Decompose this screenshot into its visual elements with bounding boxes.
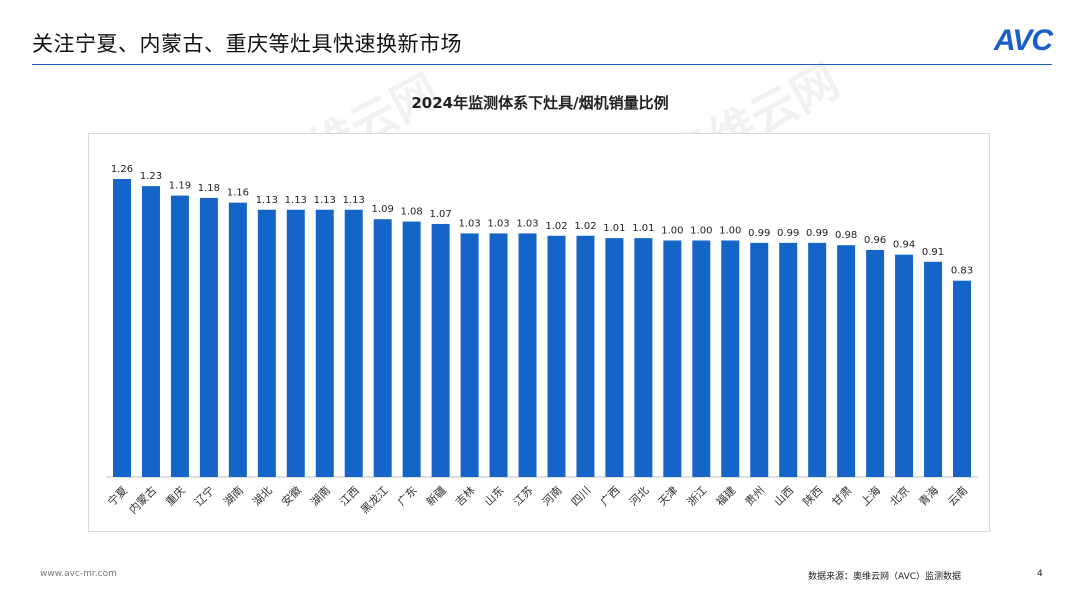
bar-青海	[924, 261, 943, 477]
data-label: 0.99	[748, 228, 770, 239]
x-tick-label: 上海	[858, 483, 883, 508]
bar-江苏	[518, 233, 537, 477]
bar-湖北	[257, 209, 276, 477]
bar-广东	[402, 221, 421, 477]
data-label: 1.23	[140, 171, 162, 182]
bar-辽宁	[199, 197, 218, 478]
bar-广西	[605, 238, 624, 477]
bar-北京	[895, 254, 914, 477]
x-tick-label: 天津	[656, 484, 681, 509]
x-tick-label: 广西	[598, 484, 623, 509]
bar-河南	[547, 235, 566, 477]
x-tick-label: 内蒙古	[126, 483, 159, 516]
x-tick-label: 黑龙江	[358, 484, 391, 517]
x-tick-label: 福建	[713, 483, 738, 508]
data-label: 0.99	[806, 228, 828, 239]
x-tick-label: 湖北	[250, 484, 275, 509]
x-tick-label: 四川	[569, 484, 594, 509]
bar-重庆	[170, 195, 189, 477]
x-tick-label: 湖南	[308, 484, 333, 509]
data-label: 1.07	[429, 209, 451, 220]
bar-山西	[779, 242, 798, 477]
data-label: 1.18	[198, 183, 220, 194]
bar-黑龙江	[373, 219, 392, 477]
data-label: 1.16	[227, 188, 249, 199]
x-tick-label: 湖南	[221, 484, 246, 509]
x-tick-label: 吉林	[452, 483, 477, 508]
data-label: 1.13	[343, 195, 365, 206]
data-label: 1.01	[632, 223, 654, 234]
data-label: 1.00	[661, 225, 683, 236]
bar-云南	[953, 280, 971, 477]
x-tick-label: 山西	[772, 484, 797, 509]
data-label: 1.03	[516, 218, 538, 229]
slide-title: 关注宁夏、内蒙古、重庆等灶具快速换新市场	[32, 32, 462, 56]
data-label: 1.09	[372, 204, 394, 215]
data-label: 0.96	[864, 235, 886, 246]
footer-url[interactable]: www.avc-mr.com	[40, 569, 117, 579]
bar-山东	[489, 233, 508, 477]
bar-安徽	[286, 209, 305, 477]
data-label: 1.00	[690, 225, 712, 236]
bar-内蒙古	[141, 186, 160, 477]
data-label: 0.94	[893, 240, 915, 251]
x-tick-label: 广东	[395, 484, 420, 509]
x-tick-label: 新疆	[423, 483, 448, 508]
bar-上海	[866, 249, 885, 477]
data-label: 1.02	[545, 221, 567, 232]
chart-title: 2024年监测体系下灶具/烟机销量比例	[411, 94, 669, 112]
avc-logo: AVC	[993, 24, 1053, 57]
footer-source: 数据来源：奥维云网（AVC）监测数据	[808, 572, 962, 582]
x-tick-label: 江苏	[511, 484, 536, 509]
data-label: 0.99	[777, 228, 799, 239]
header-divider	[32, 64, 1052, 65]
x-tick-label: 江西	[337, 484, 362, 509]
x-tick-label: 河南	[540, 484, 565, 509]
bar-江西	[344, 209, 363, 477]
data-label: 1.02	[574, 221, 596, 232]
bar-湖南	[315, 209, 334, 477]
bar-贵州	[750, 242, 769, 477]
data-label: 1.13	[285, 195, 307, 206]
bar-天津	[663, 240, 682, 477]
x-tick-label: 安徽	[278, 483, 303, 508]
bar-四川	[576, 235, 595, 477]
x-tick-label: 陕西	[800, 483, 825, 508]
x-tick-label: 贵州	[743, 484, 768, 509]
data-label: 0.98	[835, 230, 857, 241]
x-tick-label: 青海	[916, 483, 941, 508]
data-label: 1.03	[487, 218, 509, 229]
page-number: 4	[1037, 569, 1043, 579]
bar-宁夏	[113, 179, 131, 477]
data-label: 0.83	[951, 266, 973, 277]
data-label: 1.13	[256, 195, 278, 206]
data-label: 1.19	[169, 181, 191, 192]
x-tick-label: 北京	[887, 483, 912, 508]
x-tick-label: 山东	[482, 484, 507, 509]
data-label: 0.91	[922, 247, 944, 258]
data-label: 1.13	[314, 195, 336, 206]
x-tick-label: 重庆	[163, 483, 188, 508]
data-label: 1.03	[458, 218, 480, 229]
data-label: 1.00	[719, 225, 741, 236]
data-label: 1.01	[603, 223, 625, 234]
x-tick-label: 河北	[627, 484, 652, 509]
bar-河北	[634, 238, 653, 477]
bar-福建	[721, 240, 740, 477]
x-tick-label: 云南	[945, 484, 970, 509]
bar-陕西	[808, 242, 827, 477]
bar-吉林	[460, 233, 479, 477]
x-tick-label: 浙江	[685, 484, 710, 509]
x-tick-label: 甘肃	[830, 484, 855, 509]
bar-新疆	[431, 223, 450, 477]
bar-浙江	[692, 240, 711, 477]
data-label: 1.08	[401, 207, 423, 218]
x-tick-label: 辽宁	[192, 483, 217, 508]
x-tick-label: 宁夏	[105, 483, 130, 508]
data-label: 1.26	[111, 164, 133, 175]
bar-湖南	[228, 202, 247, 477]
bar-甘肃	[837, 245, 856, 477]
